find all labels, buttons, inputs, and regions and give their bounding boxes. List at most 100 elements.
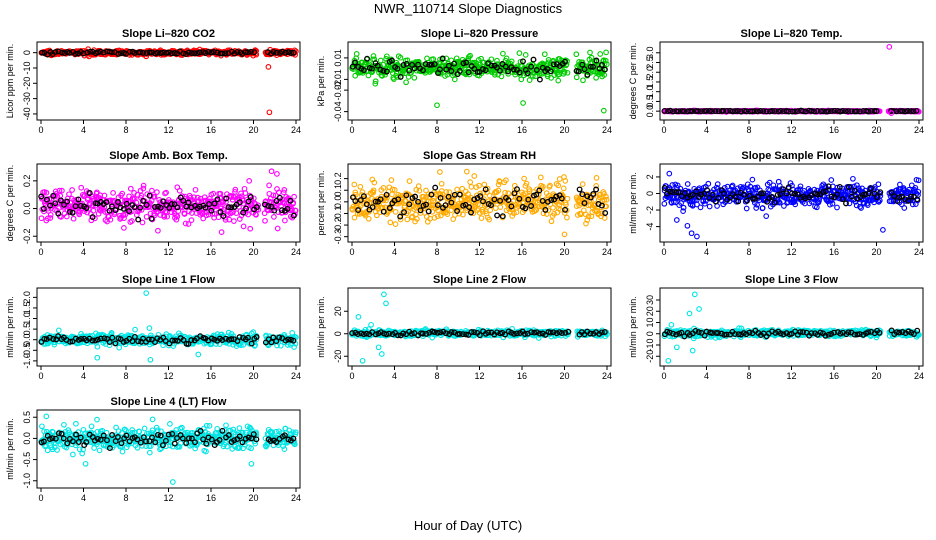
overlay-point (265, 203, 272, 210)
overlay-point (775, 108, 782, 115)
overlay-point (106, 339, 113, 345)
data-point (597, 51, 604, 57)
data-point (161, 213, 168, 220)
data-point (505, 190, 512, 197)
data-point (292, 211, 298, 218)
overlay-point (704, 187, 711, 194)
overlay-point (352, 59, 359, 66)
data-point (176, 187, 183, 194)
overlay-point (106, 207, 113, 214)
data-point (76, 211, 83, 218)
overlay-point (783, 190, 790, 197)
overlay-point (456, 191, 463, 198)
x-tick-label: 0 (38, 371, 43, 381)
overlay-point (502, 331, 509, 338)
overlay-point (431, 61, 438, 68)
data-points (38, 46, 299, 116)
data-point (349, 206, 356, 213)
y-tick-label: -1.0 (22, 353, 32, 369)
y-axis-label: degrees C per min. (5, 165, 15, 242)
overlay-point (862, 191, 869, 198)
overlay-point (383, 331, 390, 338)
outlier-point (521, 175, 527, 182)
data-point (579, 181, 586, 187)
overlay-point (123, 200, 130, 207)
outlier-point (143, 290, 150, 296)
overlay-point (439, 55, 446, 62)
overlay-point (112, 340, 119, 347)
overlay-point (171, 50, 178, 56)
data-point (94, 189, 100, 196)
overlay-point (428, 61, 435, 68)
overlay-point (456, 68, 463, 74)
overlay-point (482, 186, 489, 193)
x-tick-label: 16 (206, 371, 216, 381)
data-point (47, 211, 54, 218)
data-point (188, 217, 195, 223)
data-point (588, 197, 594, 204)
overlay-point (271, 207, 278, 214)
data-point (560, 185, 567, 192)
data-point (191, 194, 197, 201)
overlay-point (828, 108, 835, 115)
x-tick-label: 4 (81, 247, 86, 257)
data-point (411, 74, 418, 81)
data-point (573, 51, 580, 58)
data-point (370, 189, 377, 196)
data-point (56, 187, 63, 194)
overlay-point (180, 50, 187, 57)
x-tick-label: 8 (434, 125, 439, 135)
y-tick-label: -0.2 (333, 217, 343, 233)
y-tick-label: 1.0 (645, 85, 655, 98)
overlay-point (210, 49, 217, 55)
data-point (468, 184, 475, 190)
overlay-point (276, 334, 283, 341)
data-point (601, 196, 608, 203)
overlay-point (202, 204, 209, 211)
data-point (370, 53, 377, 59)
overlay-point (910, 108, 917, 115)
data-point (540, 183, 546, 190)
data-point (503, 177, 509, 184)
x-tick-label: 0 (38, 125, 43, 135)
outlier-point (268, 168, 275, 175)
overlay-point (598, 329, 605, 336)
data-point (548, 218, 555, 225)
y-tick-label: 0.5 (645, 95, 655, 108)
data-point (357, 183, 364, 190)
overlay-point (460, 60, 467, 67)
outlier-point (886, 44, 893, 50)
overlay-point (157, 50, 164, 56)
overlay-point (374, 62, 381, 69)
data-point (516, 50, 523, 56)
overlay-point (734, 108, 741, 114)
overlay-point (57, 197, 64, 204)
overlay-point (426, 61, 433, 68)
overlay-point (109, 203, 115, 210)
overlay-point (214, 49, 221, 56)
overlay-point (445, 193, 452, 200)
overlay-point (511, 190, 518, 197)
overlay-point (448, 199, 455, 206)
data-point (268, 207, 275, 214)
overlay-point (225, 204, 232, 211)
overlay-point (780, 186, 787, 193)
overlay-point (914, 196, 921, 203)
overlay-point (406, 201, 413, 208)
y-tick-label: -0.01 (333, 69, 343, 90)
data-point (351, 181, 358, 188)
overlay-point (400, 330, 407, 337)
data-point (47, 215, 54, 221)
data-point (533, 207, 540, 213)
overlay-point (349, 330, 356, 337)
data-point (164, 213, 171, 220)
overlay-point (211, 336, 218, 343)
y-tick-label: 0.1 (333, 184, 343, 197)
data-point (185, 221, 192, 227)
data-point (392, 221, 399, 227)
overlay-point (729, 108, 736, 115)
overlay-point (873, 108, 880, 115)
data-point (467, 52, 473, 59)
overlay-point (397, 213, 404, 220)
overlay-point (284, 205, 291, 212)
